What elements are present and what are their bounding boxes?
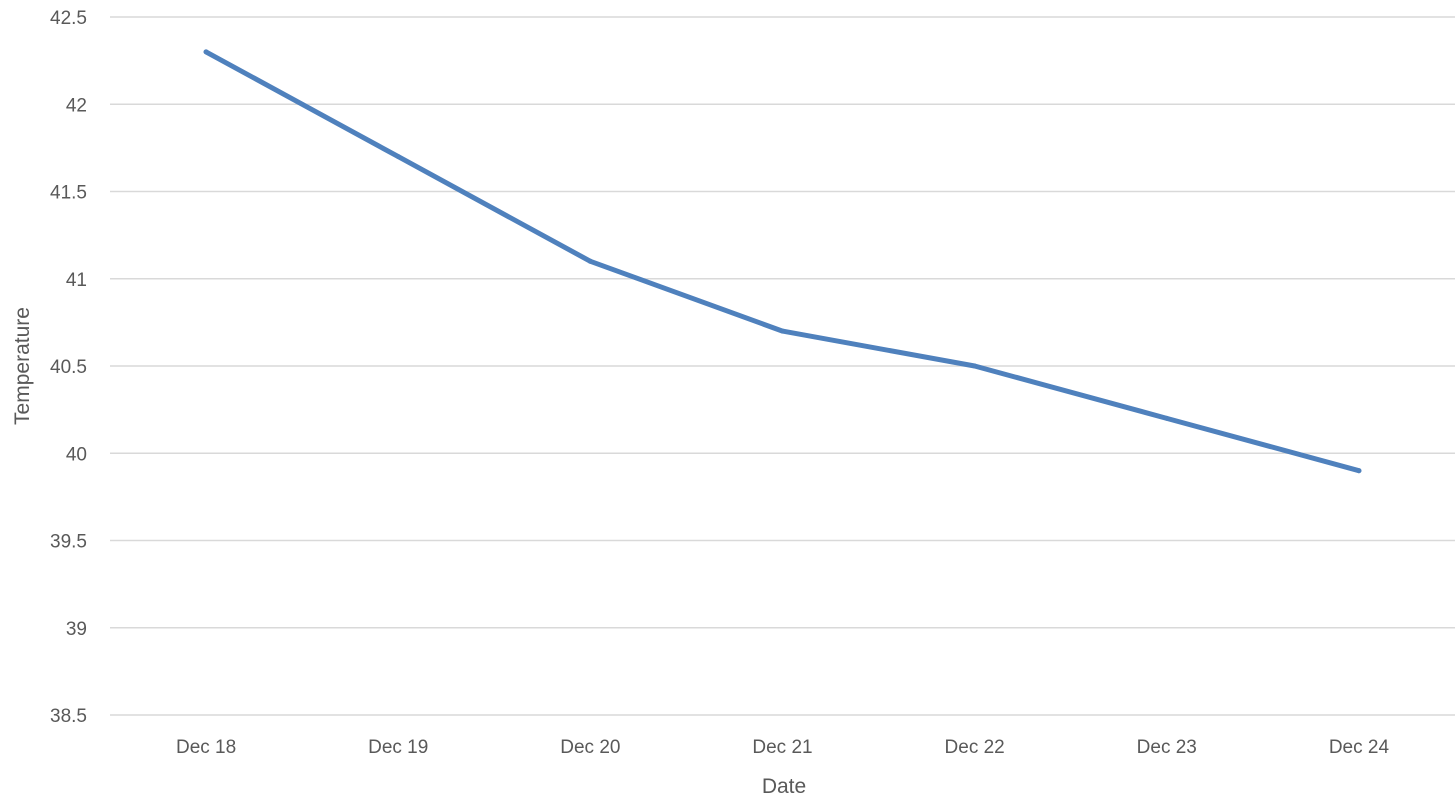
x-tick-label: Dec 22 — [945, 737, 1005, 758]
y-tick-label: 41 — [66, 270, 87, 291]
x-tick-label: Dec 20 — [560, 737, 620, 758]
x-tick-label: Dec 18 — [176, 737, 236, 758]
x-tick-label: Dec 19 — [368, 737, 428, 758]
y-tick-label: 40.5 — [50, 357, 87, 378]
x-tick-label: Dec 23 — [1137, 737, 1197, 758]
y-axis-tick-labels: 38.5 39 39.5 40 40.5 41 41.5 42 42.5 — [50, 8, 87, 727]
series-line — [203, 49, 1362, 474]
data-point — [1356, 468, 1362, 474]
y-tick-label: 40 — [66, 444, 87, 465]
data-point — [780, 328, 785, 334]
y-tick-label: 42.5 — [50, 8, 87, 29]
x-axis-title: Date — [762, 775, 806, 798]
data-point — [395, 154, 401, 160]
x-tick-label: Dec 24 — [1329, 737, 1390, 758]
y-tick-label: 42 — [66, 95, 87, 116]
y-tick-label: 38.5 — [50, 706, 87, 727]
gridlines — [110, 16, 1455, 716]
y-tick-label: 39.5 — [50, 532, 87, 553]
series-group — [203, 49, 1362, 474]
data-point — [587, 258, 593, 264]
y-tick-label: 41.5 — [50, 183, 87, 204]
data-point — [1164, 415, 1170, 421]
data-point — [972, 363, 978, 369]
y-axis-title: Temperature — [11, 307, 34, 425]
x-tick-label: Dec 21 — [752, 737, 812, 758]
data-point — [203, 49, 209, 55]
x-axis-tick-labels: Dec 18 Dec 19 Dec 20 Dec 21 Dec 22 Dec 23 Dec … — [176, 737, 1389, 758]
y-tick-label: 39 — [66, 619, 87, 640]
